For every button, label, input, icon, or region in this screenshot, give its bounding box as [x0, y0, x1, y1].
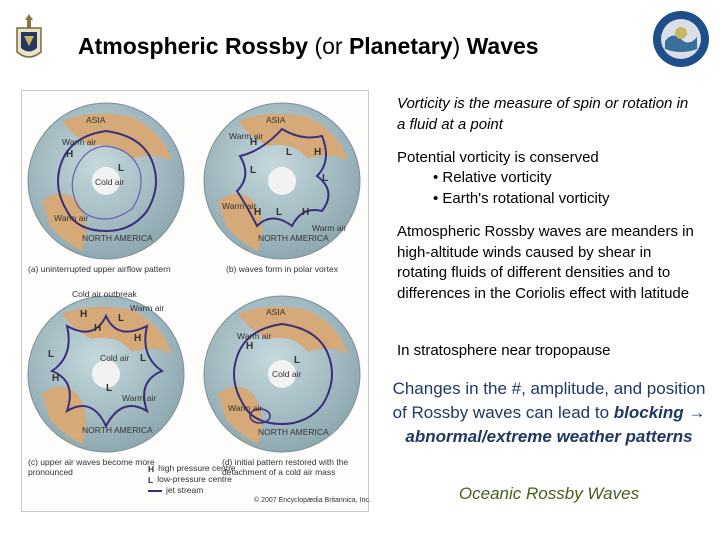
rossby-globes-svg: [27, 102, 361, 453]
rossby-wave-figure: ASIA Warm air Cold air Warm air NORTH AM…: [21, 90, 371, 512]
label-asia-d: ASIA: [266, 307, 286, 317]
label-north-america-a: NORTH AMERICA: [82, 233, 153, 243]
vorticity-definition: Vorticity is the measure of spin or rota…: [397, 95, 689, 133]
pressure-l-a: L: [118, 163, 125, 174]
pressure-l-d: L: [294, 355, 301, 366]
globe-panel-a: [27, 102, 185, 260]
label-warm-air-d1: Warm air: [237, 331, 272, 341]
pressure-c-3: H: [94, 323, 102, 334]
pressure-b-7: L: [276, 207, 283, 218]
label-cold-air-d: Cold air: [272, 369, 302, 379]
pressure-h-d: H: [246, 341, 254, 352]
pressure-b-2: L: [286, 147, 293, 158]
label-cold-air-c: Cold air: [100, 353, 130, 363]
pressure-b-8: H: [302, 207, 310, 218]
pressure-b-6: H: [254, 207, 262, 218]
label-warm-air-b1: Warm air: [229, 131, 264, 141]
slide-title: Atmospheric Rossby (or Planetary) Waves: [78, 33, 539, 59]
label-warm-air-c2: Warm air: [122, 393, 157, 403]
pressure-c-2: L: [118, 313, 125, 324]
legend-jet: jet stream: [148, 485, 203, 495]
caption-panel-a: (a) uninterrupted upper airflow pattern: [28, 264, 171, 274]
blocking-statement: Changes in the #, amplitude, and positio…: [392, 379, 706, 446]
pressure-c-7: L: [106, 383, 113, 394]
pressure-c-5: L: [140, 353, 147, 364]
label-asia-b: ASIA: [266, 115, 286, 125]
label-north-america-b: NORTH AMERICA: [258, 233, 329, 243]
pressure-b-5: L: [322, 173, 329, 184]
label-cold-outbreak-c: Cold air outbreak: [72, 289, 137, 299]
pressure-c-4: L: [48, 349, 55, 360]
potential-vorticity-heading: Potential vorticity is conserved: [397, 149, 599, 166]
caption-panel-c: (c) upper air waves become more pronounc…: [28, 457, 155, 477]
globe-panel-b: [203, 102, 361, 260]
rossby-description: Atmospheric Rossby waves are meanders in…: [397, 223, 694, 302]
label-warm-air-b2: Warm air: [222, 201, 257, 211]
bullet-earth-vorticity: • Earth's rotational vorticity: [433, 190, 610, 207]
figure-copyright: © 2007 Encyclopædia Britannica, Inc.: [254, 497, 371, 504]
academy-seal-logo: [16, 14, 42, 58]
pressure-h-a: H: [66, 149, 74, 160]
label-north-america-c: NORTH AMERICA: [82, 425, 153, 435]
oceanography-emblem-logo: [653, 11, 709, 67]
pressure-b-3: H: [314, 147, 322, 158]
oceanic-rossby-link[interactable]: Oceanic Rossby Waves: [458, 484, 640, 503]
label-warm-air-b3: Warm air: [312, 223, 347, 233]
globe-panel-c: [27, 295, 185, 453]
pressure-b-1: H: [250, 137, 258, 148]
label-asia-a: ASIA: [86, 115, 106, 125]
pressure-c-1: H: [80, 309, 88, 320]
caption-panel-b: (b) waves form in polar vortex: [226, 264, 338, 274]
label-warm-air-d2: Warm air: [228, 403, 263, 413]
bullet-relative-vorticity: • Relative vorticity: [433, 169, 552, 186]
pressure-c-8: H: [134, 333, 142, 344]
stratosphere-note: In stratosphere near tropopause: [397, 342, 611, 359]
label-warm-air-c1: Warm air: [130, 303, 165, 313]
caption-panel-d: (d) initial pattern restored with the de…: [222, 457, 349, 477]
pressure-c-6: H: [52, 373, 60, 384]
jet-stream-swatch: [148, 489, 162, 492]
globe-panel-d: [203, 295, 361, 453]
label-warm-air-a2: Warm air: [54, 213, 89, 223]
pressure-b-4: L: [250, 165, 257, 176]
label-north-america-d: NORTH AMERICA: [258, 427, 329, 437]
label-warm-air-a1: Warm air: [62, 137, 97, 147]
label-cold-air-a: Cold air: [95, 177, 125, 187]
